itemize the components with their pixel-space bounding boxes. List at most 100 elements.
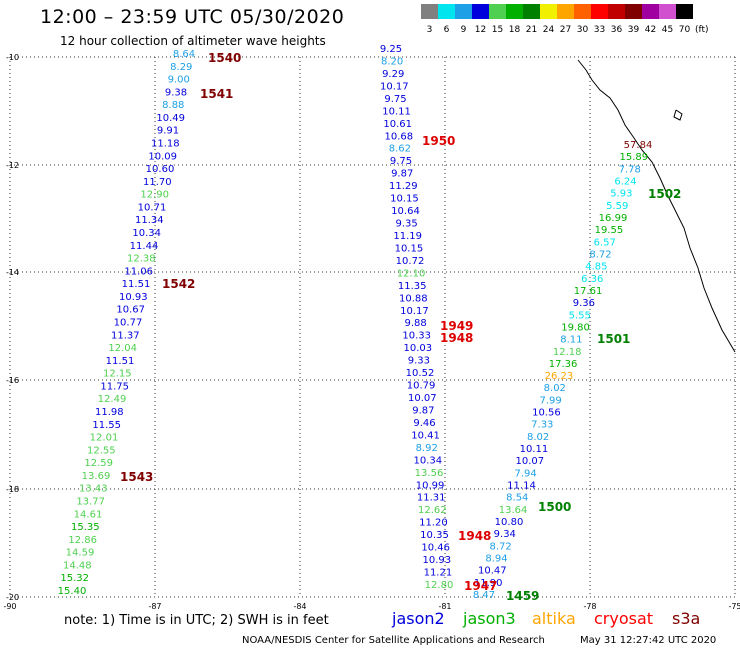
legend-swatch	[557, 4, 574, 19]
wave-height-value: 10.88	[399, 293, 428, 304]
wave-height-value: 10.41	[411, 430, 440, 441]
legend-swatch	[472, 4, 489, 19]
wave-height-value: 12.10	[397, 268, 426, 279]
legend-swatch	[455, 4, 472, 19]
wave-height-value: 10.60	[146, 164, 175, 175]
lat-label: -10	[6, 53, 19, 62]
wave-height-value: 10.07	[408, 393, 437, 404]
legend-label: 24	[543, 25, 555, 35]
legend-label: 42	[645, 25, 656, 35]
wave-height-value: 13.69	[82, 471, 111, 482]
wave-height-value: 12.15	[103, 369, 132, 380]
wave-height-value: 10.34	[132, 228, 161, 239]
wave-height-value: 57.84	[624, 140, 653, 151]
lon-label: -78	[583, 602, 596, 611]
pass-time-label: 1949	[440, 319, 473, 333]
lat-label: -20	[6, 593, 19, 602]
wave-height-value: 9.35	[395, 219, 417, 230]
wave-height-value: 10.07	[515, 456, 544, 467]
wave-height-value: 14.59	[66, 548, 95, 559]
wave-height-value: 12.04	[108, 343, 137, 354]
pass-time-label: 1501	[597, 332, 630, 346]
wave-height-value: 10.11	[520, 444, 549, 455]
wave-height-value: 17.61	[574, 286, 603, 297]
wave-height-value: 8.29	[170, 62, 192, 73]
wave-height-value: 8.47	[473, 590, 495, 601]
wave-height-value: 8.64	[173, 49, 195, 60]
lat-label: -18	[6, 485, 19, 494]
legend-label: 30	[577, 25, 589, 35]
wave-height-value: 10.11	[382, 106, 411, 117]
wave-height-value: 11.35	[398, 281, 427, 292]
wave-height-value: 11.31	[417, 493, 446, 504]
lon-label: -84	[293, 602, 306, 611]
wave-height-value: 19.55	[595, 225, 624, 236]
pass-time-label: 1950	[422, 134, 455, 148]
sat-label-altika: altika	[532, 609, 576, 628]
legend-swatch	[608, 4, 625, 19]
wave-height-value: 11.18	[151, 139, 180, 150]
wave-height-value: 10.93	[422, 555, 451, 566]
footer-note: note: 1) Time is in UTC; 2) SWH is in fe…	[64, 613, 329, 628]
legend-label: 15	[492, 25, 503, 35]
map-title: 12:00 – 23:59 UTC 05/30/2020	[40, 6, 345, 28]
wave-height-value: 10.93	[119, 292, 148, 303]
wave-height-value: 11.06	[124, 266, 153, 277]
wave-height-value: 12.59	[84, 458, 113, 469]
wave-height-value: 13.56	[415, 468, 444, 479]
wave-height-value: 26.23	[545, 371, 574, 382]
pass-time-label: 1540	[208, 51, 241, 65]
wave-height-value: 10.56	[532, 408, 561, 419]
wave-height-value: 8.02	[527, 432, 549, 443]
wave-height-value: 14.61	[74, 509, 103, 520]
wave-height-value: 11.37	[111, 330, 140, 341]
wave-height-value: 5.59	[606, 201, 628, 212]
legend-label: 18	[509, 25, 521, 35]
wave-height-value: 8.92	[416, 443, 438, 454]
wave-height-value: 9.29	[382, 69, 404, 80]
wave-height-value: 10.64	[391, 206, 420, 217]
wave-height-value: 10.34	[413, 455, 442, 466]
wave-height-value: 11.70	[143, 177, 172, 188]
pass-time-label: 1948	[440, 331, 473, 345]
legend-label: 12	[475, 25, 486, 35]
wave-height-value: 12.01	[90, 433, 119, 444]
wave-height-value: 15.40	[58, 586, 87, 597]
wave-height-value: 10.35	[420, 530, 449, 541]
wave-height-value: 11.20	[419, 518, 448, 529]
wave-height-value: 16.99	[599, 213, 628, 224]
lon-label: -90	[3, 602, 16, 611]
wave-height-value: 8.62	[389, 144, 411, 155]
wave-height-value: 7.94	[514, 468, 536, 479]
island-outline	[673, 109, 683, 121]
wave-height-value: 11.98	[95, 407, 124, 418]
pass-time-label: 1542	[162, 277, 195, 291]
wave-height-value: 6.36	[581, 274, 603, 285]
wave-height-value: 17.36	[549, 359, 578, 370]
pass-time-label: 1543	[120, 470, 153, 484]
wave-height-value: 9.88	[404, 318, 426, 329]
legend-swatch	[676, 4, 693, 19]
wave-height-value: 9.75	[384, 94, 406, 105]
wave-height-value: 8.54	[506, 493, 528, 504]
wave-height-value: 10.71	[138, 202, 167, 213]
wave-height-value: 11.21	[424, 568, 453, 579]
wave-height-value: 9.87	[412, 406, 434, 417]
wave-height-value: 11.34	[135, 215, 164, 226]
legend-label: 70	[679, 25, 691, 35]
generated-timestamp: May 31 12:27:42 UTC 2020	[580, 635, 717, 646]
wave-height-value: 10.47	[478, 566, 507, 577]
legend-label: 33	[594, 25, 605, 35]
wave-height-value: 9.36	[573, 298, 595, 309]
wave-height-value: 11.51	[106, 356, 135, 367]
legend-swatch	[421, 4, 438, 19]
wave-height-value: 12.62	[418, 505, 447, 516]
wave-height-value: 9.46	[413, 418, 435, 429]
pass-time-label: 1947	[464, 579, 497, 593]
legend-swatch	[574, 4, 591, 19]
wave-height-value: 7.78	[619, 164, 641, 175]
legend-swatch	[506, 4, 523, 19]
pass-time-label: 1500	[538, 500, 571, 514]
